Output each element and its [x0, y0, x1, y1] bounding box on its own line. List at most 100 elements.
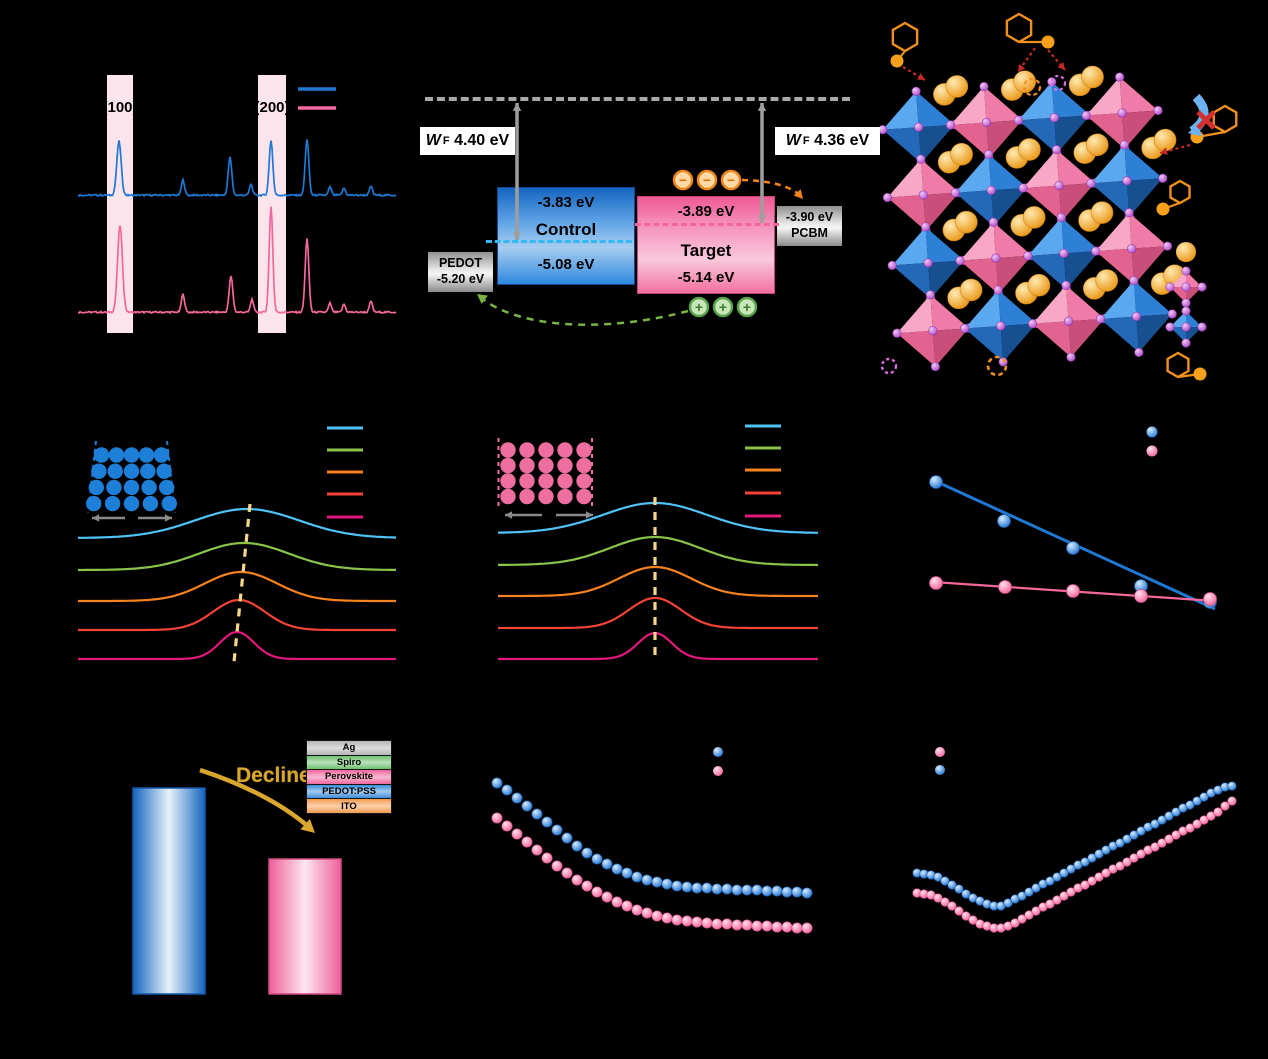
dot-target [1171, 830, 1181, 840]
dot-target [771, 921, 783, 933]
dot-target [711, 918, 723, 930]
dot-target [1094, 872, 1104, 882]
dot-control [781, 886, 793, 898]
strain-lattice-inset [497, 438, 593, 519]
dot-target [1080, 880, 1090, 890]
peak-curve-1 [78, 541, 396, 572]
pedot-label: PEDOT [438, 256, 483, 271]
strain-lattice-inset [86, 440, 177, 522]
control-cbm: -3.83 eV [537, 194, 595, 211]
dot-target [781, 921, 793, 933]
dot-target [601, 891, 613, 903]
dot-control [721, 883, 733, 895]
pcbm-label: PCBM [791, 226, 828, 240]
peakshift-target-panel [480, 415, 830, 675]
dot-target [1206, 811, 1216, 821]
hole-transfer-arrow [479, 296, 689, 326]
cation-vacancy-circle-icon [986, 355, 1008, 377]
gold-cation-sphere-icon [1176, 242, 1196, 262]
data-point-target [998, 580, 1012, 594]
xrd-curve-target [77, 206, 397, 315]
pcbm-box: -3.90 eV PCBM [777, 206, 842, 246]
dot-control [1136, 826, 1146, 836]
dot-target [621, 900, 633, 912]
wf-sub-right: F [802, 135, 810, 147]
stack-layer-ITO: ITO [307, 799, 391, 813]
dot-target [701, 917, 713, 929]
legend-dot-1 [1146, 445, 1158, 457]
bar-control [132, 787, 206, 995]
dot-control [1024, 887, 1034, 897]
dot-target [1157, 838, 1167, 848]
dot-target [681, 915, 693, 927]
dot-control [771, 885, 783, 897]
benzene-molecule-icon [1005, 12, 1055, 49]
dot-target [1220, 801, 1230, 811]
dot-target [721, 918, 733, 930]
perovskite-lattice [878, 65, 1186, 372]
dot-target [561, 867, 573, 879]
dot-control [501, 784, 513, 796]
halide-vacancy-circle-icon [880, 357, 898, 375]
wf-symbol: W [425, 132, 441, 149]
dot-target [1199, 815, 1209, 825]
dot-target [651, 910, 663, 922]
dot-decay-panel [470, 710, 850, 1000]
highlight-band-0 [107, 75, 133, 333]
peak-curve-0 [77, 507, 396, 539]
dot-target [1052, 895, 1062, 905]
dot-target [1164, 834, 1174, 844]
dot-control [1094, 849, 1104, 859]
electron-ball-icon [1193, 367, 1207, 381]
data-point-control [929, 475, 943, 489]
electron-icon [720, 169, 742, 191]
dot-control [940, 876, 950, 886]
halide-vacancy-circle-icon [1049, 74, 1067, 92]
data-point-control [1066, 541, 1080, 555]
dot-control [1017, 891, 1027, 901]
data-point-target [929, 576, 943, 590]
dot-target [940, 897, 950, 907]
dot-target [1045, 899, 1055, 909]
dot-target [761, 920, 773, 932]
electron-icon [672, 169, 694, 191]
dot-control [651, 876, 663, 888]
dot-control [1199, 792, 1209, 802]
stack-layer-Perovskite: Perovskite [307, 770, 391, 785]
dot-control [681, 881, 693, 893]
dot-target [1017, 914, 1027, 924]
svg-text:−: − [727, 172, 735, 188]
peakshift-control-chart [77, 426, 396, 663]
dot-target [1115, 861, 1125, 871]
dot-target [1150, 842, 1160, 852]
data-point-target [1203, 592, 1217, 606]
dot-target [691, 916, 703, 928]
dot-target [1129, 853, 1139, 863]
svg-text:+: + [719, 299, 727, 315]
dot-control [671, 880, 683, 892]
dot-control [947, 880, 957, 890]
benzene-molecule-icon [1156, 179, 1191, 216]
dot-target [571, 874, 583, 886]
dot-control [561, 832, 573, 844]
dot-control [801, 887, 813, 899]
blue-octahedron-icon [1165, 306, 1207, 348]
dot-diprise-chart [912, 747, 1237, 933]
legend-dot-0 [713, 747, 723, 757]
dot-control [531, 808, 543, 820]
peak-curve-3 [78, 598, 396, 632]
target-label: Target [680, 241, 732, 260]
dot-target [947, 901, 957, 911]
dot-target [1066, 887, 1076, 897]
wf-right-value: 4.36 eV [814, 132, 870, 149]
control-fermi-line [486, 240, 632, 243]
dot-control [741, 884, 753, 896]
insertion-arrow-icon [1047, 49, 1066, 71]
dot-control [1101, 845, 1111, 855]
dot-target [491, 812, 503, 824]
peakshift-control-panel [60, 415, 420, 675]
hole-icon [736, 296, 758, 318]
xrd-curve-control [77, 139, 397, 198]
